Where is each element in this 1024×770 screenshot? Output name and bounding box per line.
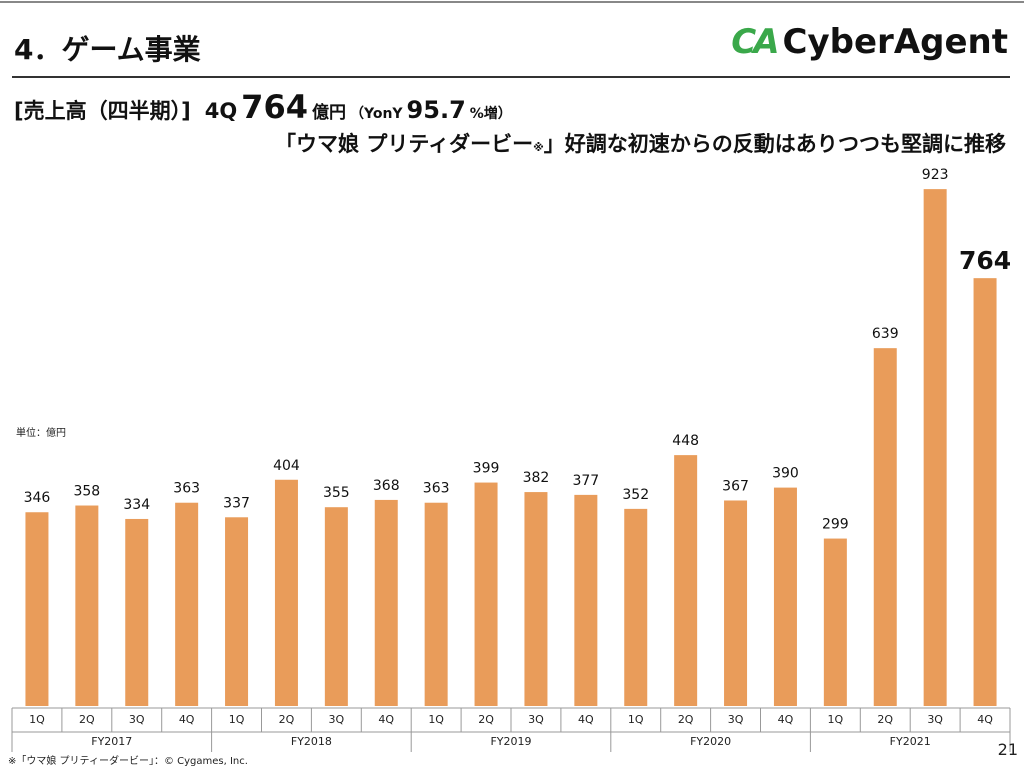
- value-label: 355: [323, 485, 350, 501]
- bar: [374, 499, 398, 706]
- bar: [624, 508, 648, 706]
- subheadline-mark: ※: [533, 141, 544, 154]
- value-label: 352: [622, 487, 649, 503]
- bar: [923, 189, 947, 706]
- x-tick-label: 2Q: [79, 713, 95, 726]
- bar: [75, 505, 99, 706]
- subheadline: 「ウマ娘 プリティダービー※」好調な初速からの反動はありつつも堅調に推移: [275, 128, 1006, 158]
- bar: [474, 482, 498, 706]
- value-label: 404: [273, 458, 300, 474]
- value-label: 337: [223, 495, 250, 511]
- headline-unit: 億円: [311, 103, 346, 123]
- bar: [574, 494, 598, 706]
- bar: [773, 487, 797, 706]
- x-tick-label: 4Q: [578, 713, 594, 726]
- x-tick-label: 4Q: [977, 713, 993, 726]
- value-label: 382: [523, 470, 550, 486]
- headline-yoy: 95.7: [406, 96, 466, 124]
- bar: [424, 502, 448, 706]
- subheadline-after: 」好調な初速からの反動はありつつも堅調に推移: [543, 132, 1006, 156]
- subheadline-before: 「ウマ娘 プリティダービー: [275, 132, 534, 156]
- x-tick-label: 4Q: [179, 713, 195, 726]
- bar: [225, 517, 249, 706]
- x-tick-label: 3Q: [927, 713, 943, 726]
- bar: [324, 507, 348, 706]
- slide-title: 4．ゲーム事業: [14, 33, 201, 66]
- x-tick-label: 1Q: [428, 713, 444, 726]
- bar: [724, 500, 748, 706]
- group-label: FY2017: [91, 735, 132, 748]
- bar: [25, 512, 49, 706]
- x-tick-label: 2Q: [678, 713, 694, 726]
- x-tick-label: 2Q: [279, 713, 295, 726]
- x-tick-label: 3Q: [728, 713, 744, 726]
- group-label: FY2021: [890, 735, 931, 748]
- bar: [274, 479, 298, 706]
- value-label: 363: [173, 481, 200, 497]
- x-tick-label: 2Q: [478, 713, 494, 726]
- logo: CA CyberAgent: [731, 22, 1008, 62]
- group-label: FY2020: [690, 735, 731, 748]
- bar: [674, 455, 698, 706]
- logo-mark: CA: [731, 22, 779, 62]
- bar: [175, 502, 199, 706]
- bar: [524, 492, 548, 706]
- headline-yoy-prefix: （YonY: [349, 106, 403, 122]
- value-label: 358: [73, 484, 100, 500]
- value-label: 377: [572, 473, 599, 489]
- headline: [売上高（四半期）] 4Q 764 億円 （YonY 95.7 %増）: [14, 88, 512, 126]
- group-label: FY2018: [291, 735, 332, 748]
- value-label: 399: [473, 461, 500, 477]
- page-number: 21: [997, 740, 1018, 759]
- value-label: 923: [922, 167, 949, 183]
- headline-yoy-suffix: %増）: [469, 106, 512, 122]
- bar: [125, 518, 149, 706]
- value-label: 363: [423, 481, 450, 497]
- logo-text: CyberAgent: [782, 22, 1008, 62]
- x-tick-label: 4Q: [378, 713, 394, 726]
- bar: [973, 278, 997, 706]
- x-tick-label: 4Q: [778, 713, 794, 726]
- bar: [873, 348, 897, 706]
- x-tick-label: 3Q: [129, 713, 145, 726]
- value-label: 764: [959, 246, 1011, 275]
- value-label: 448: [672, 433, 699, 449]
- headline-quarter: 4Q: [204, 99, 238, 123]
- x-tick-label: 1Q: [828, 713, 844, 726]
- value-label: 639: [872, 326, 899, 342]
- x-tick-label: 3Q: [329, 713, 345, 726]
- group-label: FY2019: [490, 735, 531, 748]
- x-tick-label: 3Q: [528, 713, 544, 726]
- value-label: 368: [373, 478, 400, 494]
- bar: [823, 538, 847, 706]
- x-tick-label: 2Q: [877, 713, 893, 726]
- value-label: 334: [123, 497, 150, 513]
- value-label: 367: [722, 478, 749, 494]
- x-tick-label: 1Q: [29, 713, 45, 726]
- x-tick-label: 1Q: [628, 713, 644, 726]
- headline-value: 764: [241, 88, 308, 126]
- footnote: ※「ウマ娘 プリティーダービー」：© Cygames, Inc.: [8, 756, 248, 767]
- headline-label: [売上高（四半期）]: [14, 99, 191, 123]
- unit-note: 単位：億円: [16, 428, 66, 439]
- value-label: 299: [822, 517, 849, 533]
- value-label: 346: [24, 490, 51, 506]
- x-tick-label: 1Q: [229, 713, 245, 726]
- value-label: 390: [772, 466, 799, 482]
